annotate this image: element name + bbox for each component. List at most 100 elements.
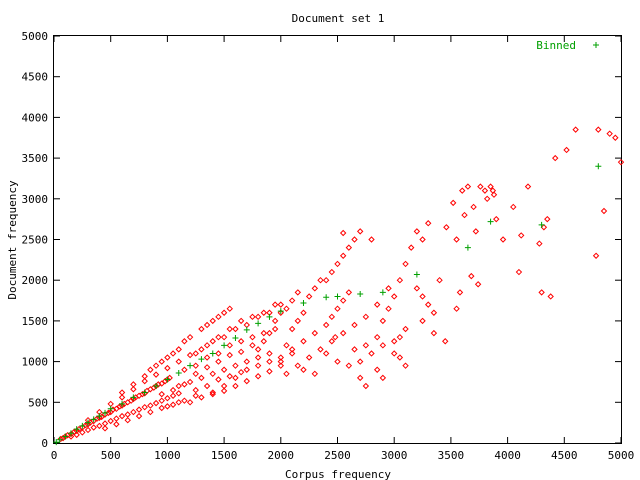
- binned-point: [130, 394, 137, 401]
- scatter-point: [328, 268, 336, 276]
- binned-point: [119, 400, 126, 407]
- scatter-point: [186, 399, 194, 406]
- scatter-point: [192, 370, 199, 378]
- binned-point: [107, 405, 114, 412]
- scatter-point: [464, 183, 472, 190]
- scatter-point: [362, 313, 370, 321]
- scatter-point: [141, 403, 148, 411]
- scatter-point: [209, 389, 216, 396]
- scatter-point: [487, 183, 494, 190]
- binned-point: [187, 362, 194, 369]
- scatter-point: [425, 220, 432, 227]
- x-axis-label: Corpus frequency: [285, 468, 391, 480]
- scatter-point: [472, 228, 480, 235]
- scatter-point: [158, 397, 165, 404]
- scatter-point: [300, 309, 307, 316]
- scatter-point: [107, 400, 114, 408]
- y-tick-label: 4000: [22, 111, 49, 124]
- binned-point: [487, 218, 494, 225]
- scatter-point: [130, 395, 137, 403]
- scatter-point: [209, 338, 216, 345]
- legend-marker-binned: [593, 42, 599, 48]
- scatter-point: [612, 134, 619, 141]
- scatter-point: [220, 382, 228, 390]
- scatter-point: [147, 386, 154, 393]
- scatter-point: [396, 333, 404, 341]
- scatter-point: [237, 368, 245, 376]
- scatter-point: [254, 346, 262, 353]
- scatter-point: [362, 382, 370, 390]
- scatter-point: [277, 358, 285, 365]
- scatter-point: [266, 358, 273, 365]
- scatter-point: [175, 382, 182, 390]
- scatter-point: [413, 228, 421, 235]
- scatter-point: [305, 293, 313, 300]
- scatter-point: [161, 377, 169, 385]
- scatter-point: [379, 317, 387, 325]
- scatter-point: [322, 276, 330, 284]
- scatter-point: [124, 399, 131, 406]
- binned-point: [300, 299, 307, 306]
- scatter-point: [524, 183, 532, 190]
- scatter-point: [254, 313, 262, 321]
- scatter-point: [345, 289, 353, 296]
- binned-point: [464, 244, 471, 251]
- scatter-point: [356, 358, 364, 365]
- scatter-point: [356, 374, 364, 382]
- scatter-point: [468, 272, 475, 280]
- scatter-point: [220, 366, 228, 373]
- scatter-point: [328, 338, 336, 345]
- scatter-point: [73, 431, 80, 439]
- scatter-point: [368, 236, 375, 243]
- scatter-point: [118, 402, 126, 409]
- scatter-point: [237, 338, 245, 345]
- scatter-point: [237, 348, 245, 356]
- scatter-point: [181, 381, 188, 388]
- scatter-point: [266, 329, 273, 337]
- scatter-point: [322, 350, 330, 357]
- scatter-point: [373, 366, 381, 373]
- scatter-point: [442, 338, 449, 345]
- binned-point: [153, 383, 160, 390]
- scatter-point: [152, 399, 160, 407]
- scatter-point: [232, 362, 239, 369]
- scatter-point: [600, 207, 608, 215]
- scatter-point: [169, 350, 177, 357]
- scatter-point: [368, 350, 375, 357]
- scatter-point: [237, 317, 245, 325]
- x-tick-label: 3000: [381, 449, 408, 462]
- scatter-point: [288, 346, 296, 353]
- y-tick-label: 5000: [22, 30, 49, 43]
- scatter-point: [518, 232, 525, 239]
- binned-point: [277, 308, 284, 315]
- chart-title: Document set 1: [292, 12, 385, 25]
- scatter-point: [135, 412, 143, 420]
- binned-point: [334, 293, 341, 300]
- scatter-point: [175, 390, 182, 397]
- scatter-point: [563, 146, 570, 154]
- x-tick-label: 1500: [211, 449, 238, 462]
- scatter-point: [220, 387, 228, 395]
- scatter-point: [127, 397, 135, 404]
- scatter-point: [617, 158, 625, 166]
- scatter-point: [203, 354, 211, 361]
- scatter-point: [105, 409, 112, 417]
- scatter-point: [96, 422, 103, 430]
- scatter-point: [311, 370, 319, 378]
- scatter-point: [266, 350, 273, 357]
- x-tick-label: 500: [101, 449, 121, 462]
- y-tick-label: 2000: [22, 274, 49, 287]
- binned-point: [323, 294, 330, 301]
- scatter-point: [339, 297, 347, 304]
- scatter-point: [164, 395, 171, 402]
- scatter-point: [396, 354, 404, 361]
- scatter-point: [430, 309, 438, 316]
- scatter-point: [254, 373, 262, 380]
- scatter-point: [150, 384, 157, 391]
- scatter-point: [124, 417, 131, 424]
- scatter-point: [300, 366, 307, 373]
- scatter-point: [311, 285, 319, 292]
- scatter-point: [322, 321, 330, 329]
- scatter-point: [351, 321, 358, 329]
- scatter-point: [402, 260, 409, 268]
